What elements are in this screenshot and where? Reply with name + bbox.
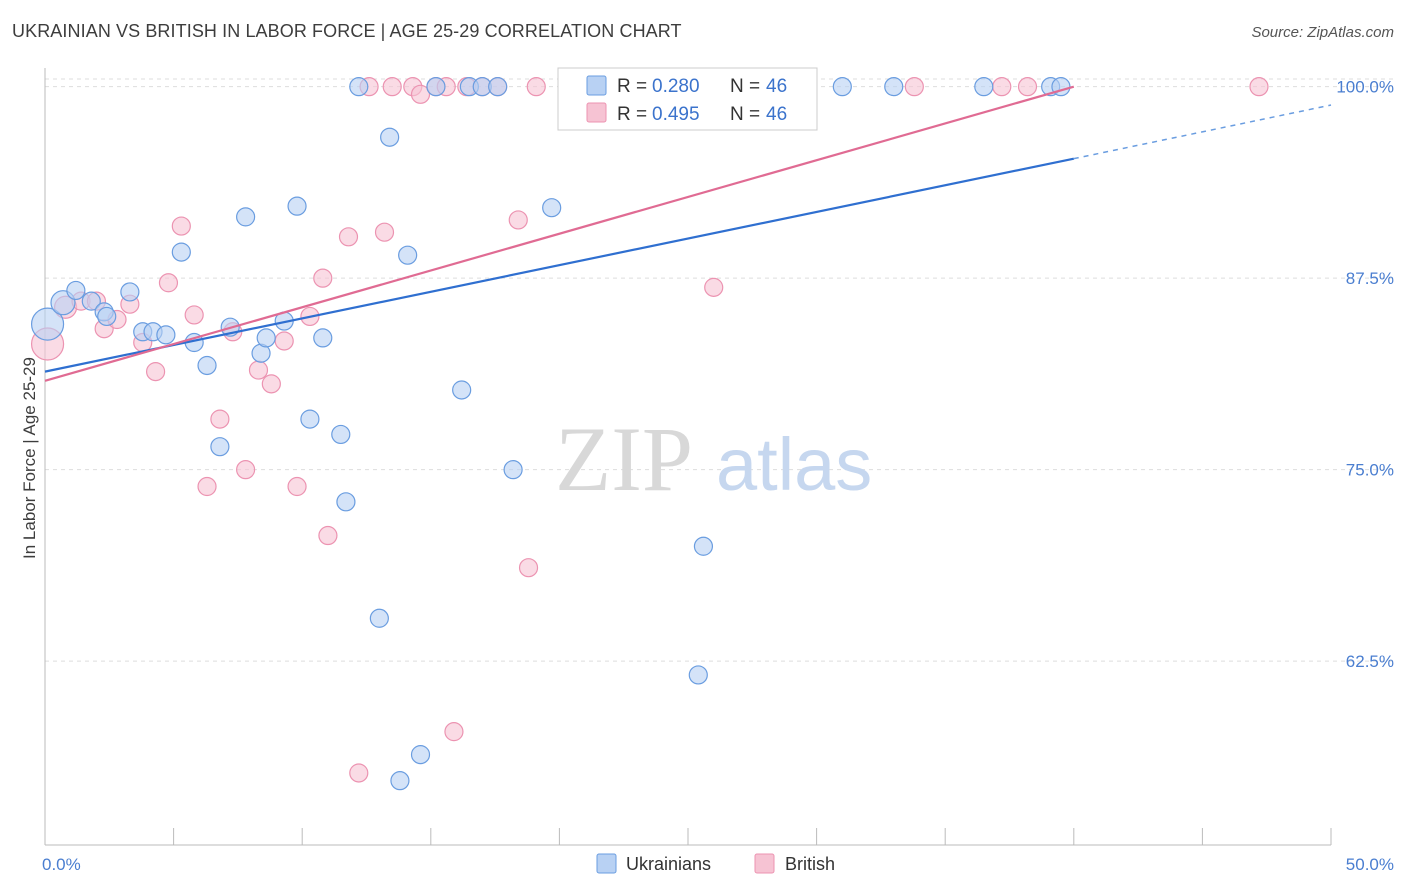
y-axis-title: In Labor Force | Age 25-29 [20, 357, 39, 559]
chart-title: UKRAINIAN VS BRITISH IN LABOR FORCE | AG… [12, 21, 682, 41]
ukrainians-point [688, 665, 708, 685]
british-point [171, 216, 191, 236]
ukrainians-point [542, 198, 562, 218]
stats-legend-r-value-british: 0.495 [652, 104, 700, 125]
british-point [210, 409, 230, 429]
x-axis-ticks [44, 828, 1332, 845]
ukrainians-point [236, 207, 256, 227]
ukrainians-point [693, 536, 714, 556]
y-tick-label: 75.0% [1346, 461, 1394, 480]
watermark-zip: ZIP [555, 408, 693, 510]
ukrainians-point [452, 380, 472, 400]
ukrainians-point [380, 127, 400, 147]
british-point [261, 374, 281, 394]
ukrainians-point [974, 77, 994, 97]
stats-legend-n-label-british: N = [730, 104, 760, 125]
british-point [444, 722, 464, 742]
stats-legend-swatch-ukrainians [586, 75, 607, 96]
stats-legend-r-value-ukrainians: 0.280 [652, 76, 700, 97]
gridlines [45, 78, 1394, 662]
ukrainians-trend-line [44, 157, 1075, 373]
bottom-legend-label-british: British [785, 854, 835, 874]
ukrainians-point [331, 424, 351, 445]
stats-legend-r-label-british: R = [617, 104, 647, 125]
ukrainians-point [300, 409, 320, 429]
y-tick-label: 62.5% [1346, 652, 1394, 671]
british-point [382, 77, 402, 97]
british-point [410, 84, 431, 104]
british-point [1017, 77, 1038, 97]
ukrainians-point [398, 245, 418, 265]
british-point [287, 476, 307, 497]
ukrainians-points [30, 77, 1071, 791]
ukrainians-point [503, 460, 523, 480]
bottom-legend: Ukrainians British [596, 853, 835, 874]
stats-legend-n-value-ukrainians: 46 [766, 76, 787, 97]
british-point [274, 331, 294, 351]
british-point [158, 273, 179, 293]
stats-legend-n-label-ukrainians: N = [730, 76, 760, 97]
british-point [318, 525, 338, 546]
ukrainians-point [197, 355, 217, 376]
ukrainians-point [313, 328, 333, 348]
x-tick-label-max: 50.0% [1346, 855, 1394, 874]
british-point [313, 268, 333, 288]
ukrainians-point [426, 77, 446, 97]
bottom-legend-swatch-british [754, 853, 775, 874]
ukrainians-point [120, 282, 140, 302]
ukrainians-point [156, 325, 176, 345]
british-point [1249, 77, 1269, 97]
ukrainians-point [349, 77, 369, 97]
stats-legend-swatch-british [586, 102, 607, 123]
ukrainians-trend-extension [1073, 104, 1332, 160]
ukrainians-point [390, 771, 410, 791]
british-trend-line [44, 85, 1075, 382]
ukrainians-point [410, 745, 431, 765]
stats-legend-r-label-ukrainians: R = [617, 76, 647, 97]
source-credit: Source: ZipAtlas.com [1251, 24, 1394, 41]
bottom-legend-label-ukrainians: Ukrainians [626, 854, 711, 874]
watermark: ZIP atlas [555, 408, 872, 510]
ukrainians-point [832, 77, 852, 97]
trend-lines [44, 85, 1332, 382]
british-point [145, 362, 166, 382]
ukrainians-point [171, 242, 191, 262]
ukrainians-point [256, 328, 276, 348]
ukrainians-point [81, 291, 101, 311]
ukrainians-point [884, 77, 904, 97]
ukrainians-point [488, 77, 508, 97]
british-point [704, 277, 724, 297]
british-point [338, 227, 359, 247]
ukrainians-point [66, 280, 86, 301]
british-point [236, 460, 256, 480]
watermark-atlas: atlas [716, 423, 872, 506]
stats-legend-n-value-british: 46 [766, 104, 787, 125]
british-point [526, 77, 546, 97]
ukrainians-point [369, 608, 389, 628]
y-tick-label: 87.5% [1346, 269, 1394, 288]
ukrainians-point [30, 307, 65, 341]
british-point [518, 558, 539, 578]
british-point [904, 77, 924, 97]
ukrainians-point [97, 306, 117, 327]
ukrainians-point [336, 492, 356, 512]
british-point [992, 77, 1012, 97]
ukrainians-point [210, 437, 230, 457]
british-point [374, 222, 395, 242]
x-tick-label-min: 0.0% [42, 855, 81, 874]
ukrainians-point [287, 196, 307, 216]
british-point [248, 360, 269, 380]
y-axis-tick-labels: 62.5% 75.0% 87.5% 100.0% [1336, 78, 1394, 671]
y-tick-label: 100.0% [1336, 78, 1394, 97]
bottom-legend-swatch-ukrainians [596, 853, 617, 874]
british-point [184, 305, 204, 325]
british-point [197, 476, 217, 497]
british-point [349, 763, 369, 783]
british-point [508, 210, 528, 230]
stats-legend: R = 0.280 N = 46 R = 0.495 N = 46 [557, 67, 818, 131]
